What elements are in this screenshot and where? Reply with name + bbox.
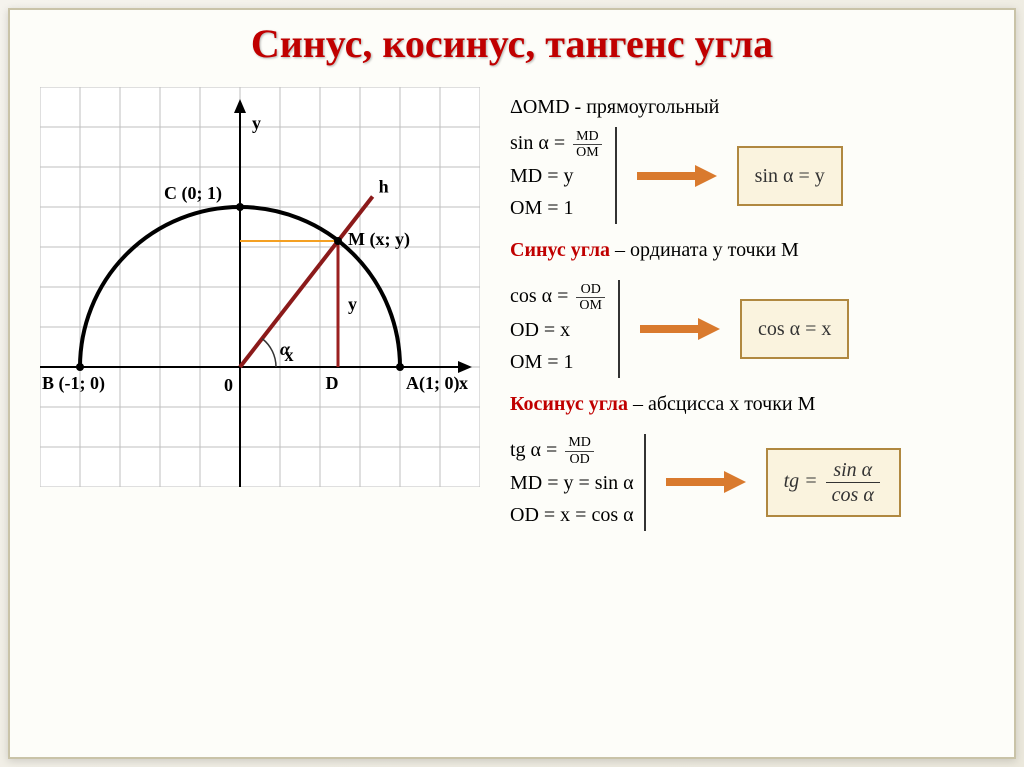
svg-text:C (0; 1): C (0; 1) <box>164 183 222 204</box>
cosine-def: cos α = <box>510 285 568 307</box>
cosine-result: cos α = x <box>740 299 849 359</box>
cosine-name: Косинус угла <box>510 393 628 415</box>
unit-circle-diagram: yxhC (0; 1)M (x; y)B (-1; 0)A(1; 0)D0xyα <box>40 87 480 537</box>
cosine-block: cos α = ODOM OD = x OM = 1 <box>510 280 620 377</box>
sine-md: MD = y <box>510 160 605 192</box>
sine-def: sin α = <box>510 132 565 154</box>
svg-text:B (-1; 0): B (-1; 0) <box>42 373 105 394</box>
svg-text:y: y <box>252 113 261 133</box>
cos-frac-den: OM <box>576 298 605 313</box>
svg-text:M (x; y): M (x; y) <box>348 229 410 250</box>
sine-block: sin α = MDOM MD = y OM = 1 <box>510 127 617 224</box>
svg-text:A(1; 0): A(1; 0) <box>406 373 459 394</box>
tg-frac-num: MD <box>565 435 594 451</box>
svg-text:y: y <box>348 294 357 314</box>
sine-frac-num: MD <box>573 129 602 145</box>
svg-text:h: h <box>379 176 389 196</box>
arrow-icon <box>666 471 746 493</box>
cosine-name-text: – абсцисса x точки М <box>628 393 815 415</box>
cosine-om: OM = 1 <box>510 346 608 378</box>
tangent-result: tg = sin αcos α <box>766 448 901 517</box>
sine-name-text: – ордината y точки М <box>610 239 799 261</box>
svg-text:α: α <box>280 339 291 359</box>
sine-om: OM = 1 <box>510 192 605 224</box>
svg-text:D: D <box>326 373 339 393</box>
tangent-block: tg α = MDOD MD = y = sin α OD = x = cos … <box>510 434 646 531</box>
svg-text:0: 0 <box>224 375 233 395</box>
sine-name: Синус угла <box>510 239 610 261</box>
cosine-od: OD = x <box>510 314 608 346</box>
arrow-icon <box>637 165 717 187</box>
arrow-icon <box>640 318 720 340</box>
sine-frac-den: OM <box>573 145 602 160</box>
svg-text:x: x <box>459 373 468 393</box>
tangent-def: tg α = <box>510 439 557 461</box>
sine-result: sin α = y <box>737 146 843 206</box>
tangent-od: OD = x = cos α <box>510 499 634 531</box>
page-title: Синус, косинус, тангенс угла <box>10 10 1014 67</box>
tangent-md: MD = y = sin α <box>510 467 634 499</box>
cos-frac-num: OD <box>576 282 605 298</box>
formulas-panel: ΔOMD - прямоугольный sin α = MDOM MD = y… <box>510 87 984 537</box>
triangle-label: ΔOMD - прямоугольный <box>510 87 984 127</box>
tg-frac-den: OD <box>565 452 594 467</box>
